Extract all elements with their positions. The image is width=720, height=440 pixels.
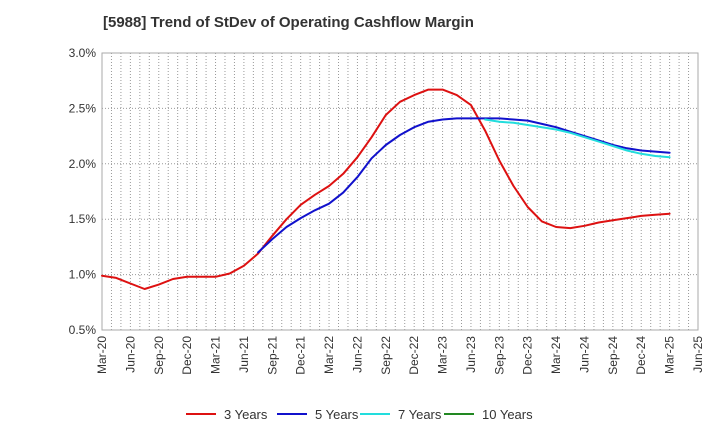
y-tick-label: 1.0% (69, 268, 97, 282)
x-tick-label: Dec-23 (521, 336, 535, 375)
y-tick-label: 1.5% (69, 212, 97, 226)
legend-label: 3 Years (224, 407, 268, 422)
x-tick-label: Dec-22 (407, 336, 421, 375)
y-tick-label: 2.5% (69, 101, 97, 115)
y-tick-labels: 0.5% 1.0% 1.5% 2.0% 2.5% 3.0% (69, 46, 97, 337)
x-tick-label: Sep-24 (606, 336, 620, 375)
series-line-3-years (101, 88, 671, 290)
x-tick-label: Jun-23 (464, 336, 478, 373)
grid (102, 53, 698, 330)
y-tick-label: 0.5% (69, 323, 97, 337)
legend-label: 5 Years (315, 407, 359, 422)
x-tick-label: Dec-21 (294, 336, 308, 375)
x-tick-label: Jun-21 (237, 336, 251, 373)
axes (101, 52, 699, 331)
x-tick-label: Dec-24 (634, 336, 648, 375)
legend: 3 Years 5 Years 7 Years 10 Years (186, 407, 533, 422)
plot-frame (101, 52, 699, 331)
x-tick-label: Jun-24 (577, 336, 591, 373)
series-lines (101, 88, 671, 290)
x-tick-label: Jun-22 (350, 336, 364, 373)
y-tick-label: 2.0% (69, 157, 97, 171)
x-tick-label: Sep-23 (492, 336, 506, 375)
series-line-7-years (484, 118, 671, 159)
x-tick-label: Jun-20 (123, 336, 137, 373)
x-tick-label: Sep-21 (265, 336, 279, 375)
x-tick-label: Mar-20 (95, 336, 109, 374)
chart-title: [5988] Trend of StDev of Operating Cashf… (103, 14, 474, 31)
x-tick-label: Mar-25 (663, 336, 677, 374)
series-line-5-years (257, 117, 671, 254)
x-tick-label: Mar-24 (549, 336, 563, 374)
x-tick-label: Mar-22 (322, 336, 336, 374)
x-tick-label: Mar-21 (209, 336, 223, 374)
x-tick-label: Sep-20 (152, 336, 166, 375)
y-tick-label: 3.0% (69, 46, 97, 60)
x-tick-label: Sep-22 (379, 336, 393, 375)
legend-label: 10 Years (482, 407, 533, 422)
x-tick-labels: Mar-20 Jun-20 Sep-20 Dec-20 Mar-21 Jun-21 Sep-… (95, 336, 705, 375)
x-tick-label: Dec-20 (180, 336, 194, 375)
legend-label: 7 Years (398, 407, 442, 422)
x-tick-label: Jun-25 (691, 336, 705, 373)
x-tick-label: Mar-23 (436, 336, 450, 374)
